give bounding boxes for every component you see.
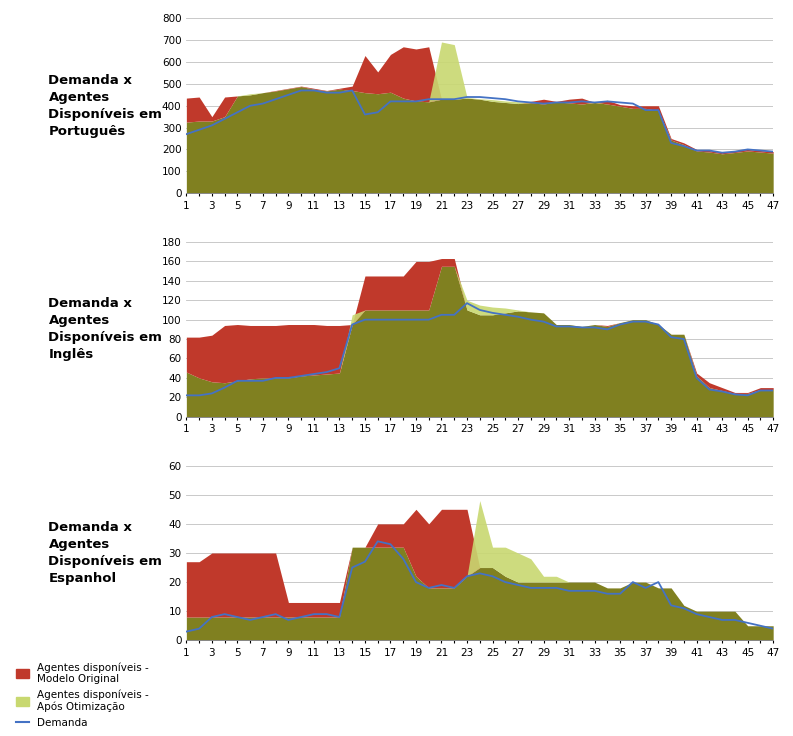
Text: Demanda x
Agentes
Disponíveis em
Inglês: Demanda x Agentes Disponíveis em Inglês xyxy=(48,297,163,361)
Text: Demanda x
Agentes
Disponíveis em
Português: Demanda x Agentes Disponíveis em Portugu… xyxy=(48,74,163,138)
Legend: Agentes disponíveis -
Modelo Original, Agentes disponíveis -
Após Otimização, De: Agentes disponíveis - Modelo Original, A… xyxy=(13,659,152,731)
Text: Demanda x
Agentes
Disponíveis em
Espanhol: Demanda x Agentes Disponíveis em Espanho… xyxy=(48,521,163,585)
